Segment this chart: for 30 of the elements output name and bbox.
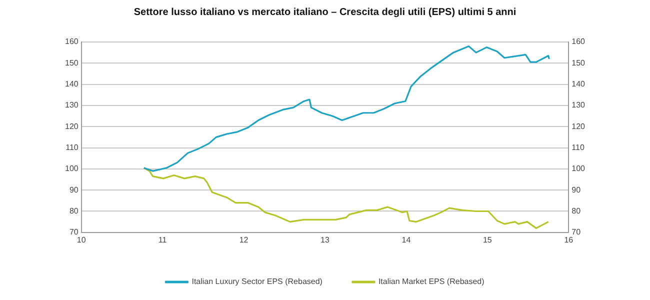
- y-tick-label: 110: [66, 142, 79, 152]
- y-tick-label: 70: [69, 228, 79, 237]
- y2-tick-label: 100: [572, 164, 586, 174]
- x-tick-label: 13: [320, 235, 330, 244]
- y-tick-label: 130: [64, 100, 79, 110]
- x-tick-label: 15: [482, 235, 492, 244]
- y2-tick-label: 90: [572, 185, 582, 194]
- y2-tick-label: 80: [572, 206, 582, 216]
- y-tick-label: 160: [64, 37, 79, 46]
- y2-tick-label: 110: [572, 142, 585, 152]
- y2-tick-label: 140: [572, 80, 586, 89]
- x-tick-label: 10: [76, 235, 86, 244]
- y2-tick-label: 120: [572, 122, 586, 131]
- x-tick-label: 12: [239, 235, 249, 244]
- y-tick-label: 100: [64, 164, 79, 174]
- y-tick-label: 90: [69, 185, 79, 194]
- y2-tick-label: 70: [572, 228, 582, 237]
- y-tick-label: 80: [69, 206, 79, 216]
- chart-title: Settore lusso italiano vs mercato italiano – Crescita degli utili (EPS) ultimi 5 anni: [134, 6, 516, 18]
- x-tick-label: 14: [402, 235, 412, 244]
- y-tick-label: 120: [64, 122, 79, 131]
- legend-label: Italian Luxury Sector EPS (Rebased): [192, 277, 323, 286]
- y-tick-label: 140: [64, 80, 79, 89]
- y2-tick-label: 160: [572, 37, 586, 46]
- y2-tick-label: 130: [572, 100, 586, 110]
- legend-label: Italian Market EPS (Rebased): [378, 277, 485, 286]
- y-tick-label: 150: [64, 58, 79, 68]
- x-tick-label: 11: [158, 235, 168, 244]
- y2-tick-label: 150: [572, 58, 586, 68]
- x-tick-label: 16: [564, 235, 574, 244]
